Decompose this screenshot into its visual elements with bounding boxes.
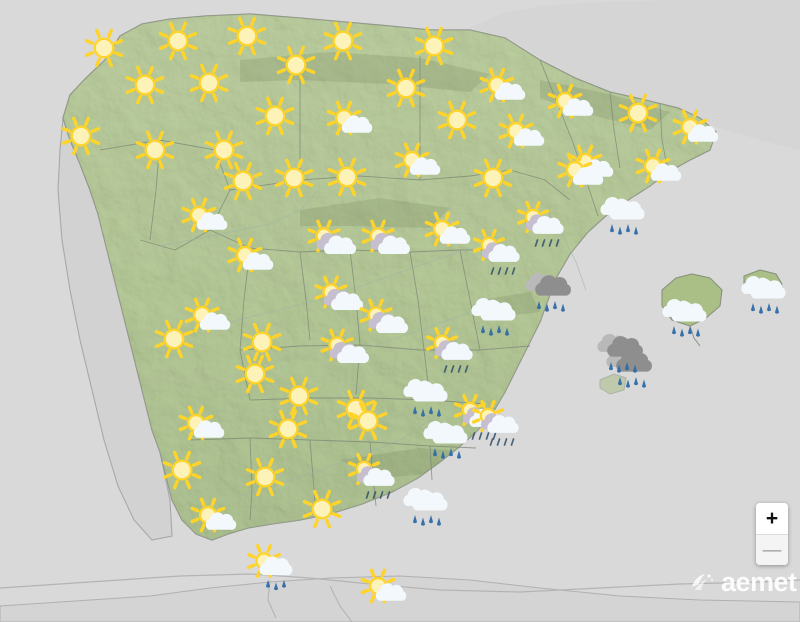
weather-symbol-cloud_rain[interactable]: [464, 289, 520, 346]
zoom-control[interactable]: + —: [756, 503, 788, 565]
weather-symbol-sun[interactable]: [150, 15, 206, 72]
weather-symbol-sun_cloud_shadow[interactable]: [356, 296, 412, 353]
weather-symbol-cloud_rain[interactable]: [396, 479, 452, 536]
weather-symbol-sun_cloud[interactable]: [495, 111, 551, 168]
zoom-in-button[interactable]: +: [756, 503, 788, 534]
weather-symbol-sun_cloud[interactable]: [391, 140, 447, 197]
weather-symbol-sun[interactable]: [271, 370, 327, 427]
weather-symbol-sun_cloud[interactable]: [357, 566, 413, 622]
weather-symbol-sun_cloud_drizzle[interactable]: [422, 325, 478, 382]
weather-symbol-sun_cloud[interactable]: [187, 495, 243, 552]
weather-symbol-sun[interactable]: [319, 151, 375, 208]
aemet-logo[interactable]: aemet: [690, 569, 797, 596]
weather-symbol-cloud_rain[interactable]: [655, 290, 711, 347]
weather-symbol-grey_cloud_rain[interactable]: [591, 326, 647, 383]
weather-symbol-sun_cloud[interactable]: [476, 65, 532, 122]
weather-symbol-sun[interactable]: [227, 348, 283, 405]
weather-symbol-sun_cloud[interactable]: [323, 98, 379, 155]
weather-symbol-sun[interactable]: [76, 22, 132, 79]
weather-symbol-sun_cloud_shadow[interactable]: [358, 217, 414, 274]
weather-symbol-sun[interactable]: [234, 316, 290, 373]
aemet-emblem-icon: [692, 573, 714, 590]
weather-symbol-sun[interactable]: [406, 20, 462, 77]
weather-symbol-sun[interactable]: [196, 124, 252, 181]
weather-symbol-sun_cloud_shadow[interactable]: [311, 273, 367, 330]
weather-symbol-sun[interactable]: [260, 403, 316, 460]
weather-symbol-sun_cloud[interactable]: [669, 107, 725, 164]
weather-symbol-sun[interactable]: [429, 94, 485, 151]
weather-symbol-sun[interactable]: [465, 152, 521, 209]
weather-symbol-sun_rain[interactable]: [242, 541, 298, 598]
weather-symbol-grey_cloud_rain[interactable]: [519, 265, 575, 322]
weather-symbol-sun_cloud[interactable]: [178, 195, 234, 252]
zoom-out-button[interactable]: —: [756, 534, 788, 565]
weather-symbol-sun_cloud_drizzle[interactable]: [468, 398, 524, 455]
weather-symbol-sun[interactable]: [53, 110, 109, 167]
weather-symbol-sun[interactable]: [237, 451, 293, 508]
weather-symbol-sun[interactable]: [268, 39, 324, 96]
weather-symbol-sun_cloud[interactable]: [175, 403, 231, 460]
weather-symbol-sun_cloud_shadow[interactable]: [304, 217, 360, 274]
weather-symbol-sun_cloud[interactable]: [632, 146, 688, 203]
weather-symbol-sun[interactable]: [247, 90, 303, 147]
weather-symbol-sun[interactable]: [117, 59, 173, 116]
weather-symbol-cloud_rain[interactable]: [593, 188, 649, 245]
weather-symbol-sun_cloud[interactable]: [554, 150, 610, 207]
weather-symbol-sun[interactable]: [294, 483, 350, 540]
weather-symbol-sun[interactable]: [215, 155, 271, 212]
weather-symbol-sun[interactable]: [378, 62, 434, 119]
weather-symbol-sun[interactable]: [219, 10, 275, 67]
weather-symbol-sun[interactable]: [610, 87, 666, 144]
weather-symbol-sun[interactable]: [181, 57, 237, 114]
weather-symbol-sun_cloud_drizzle[interactable]: [513, 199, 569, 256]
weather-symbol-sun[interactable]: [127, 124, 183, 181]
weather-symbol-sun_cloud[interactable]: [224, 235, 280, 292]
weather-symbol-sun[interactable]: [154, 444, 210, 501]
weather-symbol-sun[interactable]: [315, 15, 371, 72]
aemet-wordmark: aemet: [721, 567, 797, 597]
weather-symbol-cloud_rain[interactable]: [396, 370, 452, 427]
weather-symbol-sun_cloud[interactable]: [544, 81, 600, 138]
weather-symbol-sun_cloud[interactable]: [421, 209, 477, 266]
weather-symbol-sun[interactable]: [340, 395, 396, 452]
weather-symbol-cloud_rain[interactable]: [416, 412, 472, 469]
weather-symbol-sun_cloud_drizzle[interactable]: [469, 227, 525, 284]
weather-symbol-sun[interactable]: [146, 313, 202, 370]
weather-symbol-sun_cloud_drizzle[interactable]: [344, 451, 400, 508]
weather-symbol-cloud_rain[interactable]: [734, 267, 790, 324]
weather-symbol-sun_cloud_shadow[interactable]: [317, 326, 373, 383]
weather-symbol-sun[interactable]: [266, 152, 322, 209]
weather-symbol-sun_cloud[interactable]: [181, 295, 237, 352]
